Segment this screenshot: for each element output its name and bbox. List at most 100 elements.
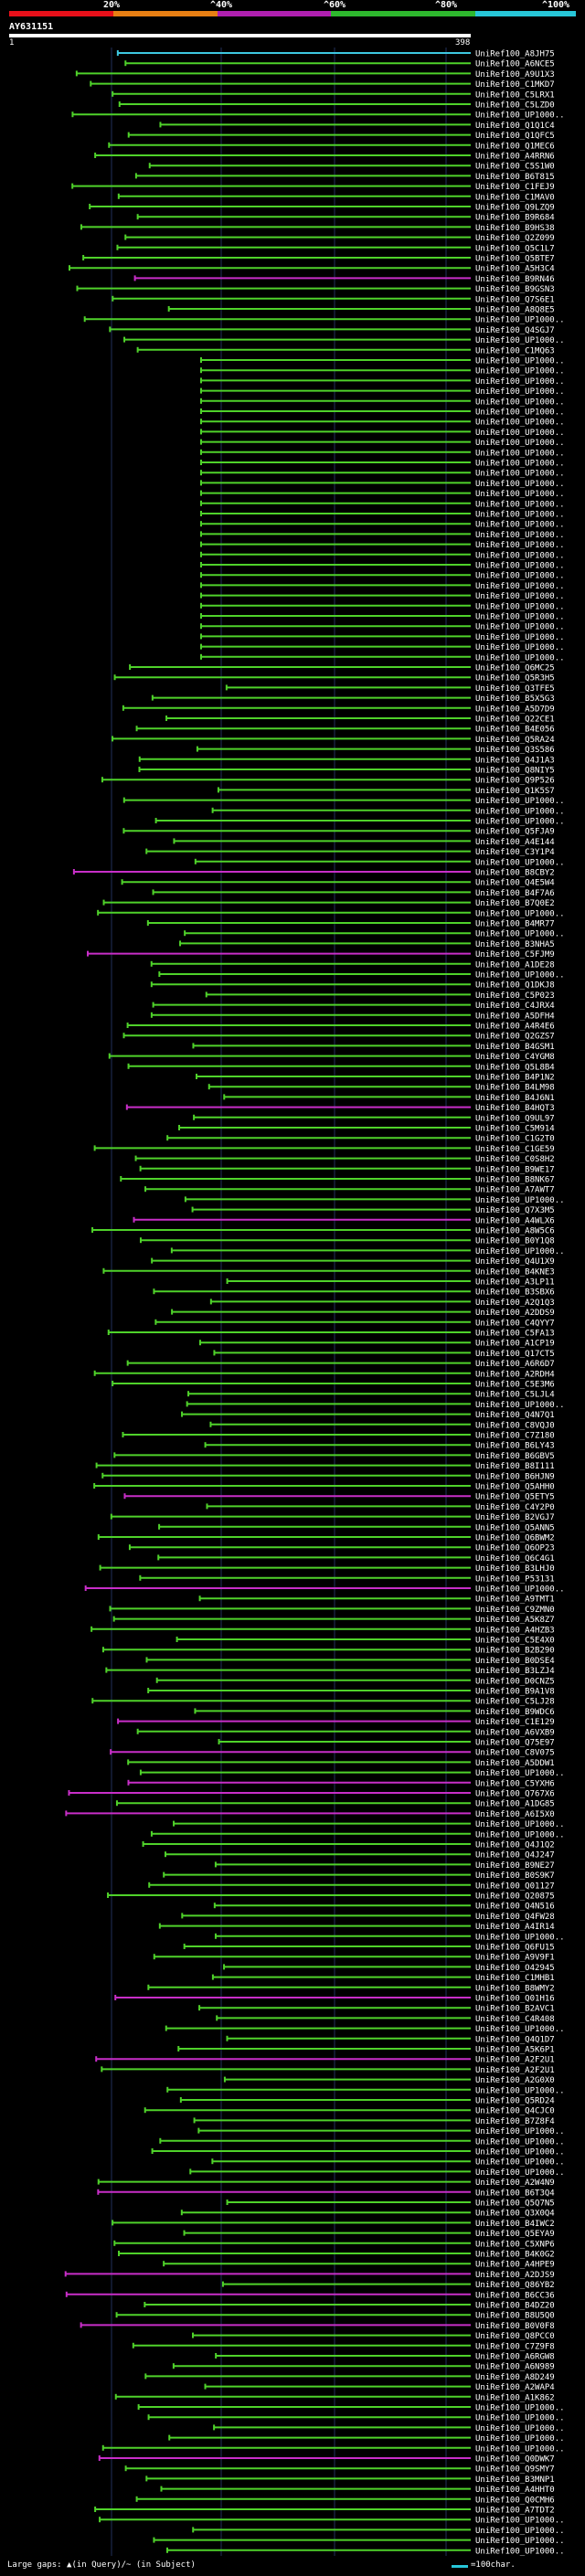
hit-label[interactable]: UniRef100_Q3S586 (475, 746, 555, 755)
hit-label[interactable]: UniRef100_UP1000.. (475, 460, 565, 469)
hit-label[interactable]: UniRef100_B6T815 (475, 173, 555, 182)
hit-label[interactable]: UniRef100_A4WLX6 (475, 1216, 555, 1225)
hit-label[interactable]: UniRef100_UP1000.. (475, 2168, 565, 2178)
hit-label[interactable]: UniRef100_A1CP19 (475, 1340, 555, 1349)
hit-label[interactable]: UniRef100_B0DSE4 (475, 1657, 555, 1666)
hit-label[interactable]: UniRef100_Q2Z099 (475, 234, 555, 243)
hit-label[interactable]: UniRef100_A2F2U1 (475, 2066, 555, 2075)
hit-label[interactable]: UniRef100_Q4U1X9 (475, 1257, 555, 1267)
hit-label[interactable]: UniRef100_A4HZB3 (475, 1626, 555, 1635)
hit-label[interactable]: UniRef100_UP1000.. (475, 500, 565, 509)
hit-label[interactable]: UniRef100_A9TMT1 (475, 1595, 555, 1605)
hit-label[interactable]: UniRef100_UP1000.. (475, 623, 565, 632)
hit-label[interactable]: UniRef100_C4R408 (475, 2015, 555, 2024)
hit-label[interactable]: UniRef100_UP1000.. (475, 511, 565, 520)
hit-label[interactable]: UniRef100_O42945 (475, 1964, 555, 1973)
hit-label[interactable]: UniRef100_Q9UL97 (475, 1114, 555, 1123)
hit-label[interactable]: UniRef100_C4Y2P0 (475, 1503, 555, 1512)
hit-label[interactable]: UniRef100_UP1000.. (475, 419, 565, 428)
hit-label[interactable]: UniRef100_UP1000.. (475, 408, 565, 418)
hit-label[interactable]: UniRef100_UP1000.. (475, 930, 565, 939)
hit-label[interactable]: UniRef100_A5K8Z7 (475, 1616, 555, 1625)
hit-label[interactable]: UniRef100_UP1000.. (475, 1247, 565, 1256)
hit-label[interactable]: UniRef100_C5XNP6 (475, 2240, 555, 2249)
hit-label[interactable]: UniRef100_Q9P526 (475, 777, 555, 786)
hit-label[interactable]: UniRef100_Q6C4G1 (475, 1554, 555, 1564)
hit-label[interactable]: UniRef100_B3LHJ0 (475, 1564, 555, 1574)
hit-label[interactable]: UniRef100_A5DDW1 (475, 1759, 555, 1768)
hit-label[interactable]: UniRef100_C0S8H2 (475, 1155, 555, 1164)
hit-label[interactable]: UniRef100_B6T3Q4 (475, 2189, 555, 2198)
hit-label[interactable]: UniRef100_A9V9F1 (475, 1954, 555, 1963)
hit-label[interactable]: UniRef100_C5LJ28 (475, 1698, 555, 1707)
hit-label[interactable]: UniRef100_Q6MC25 (475, 664, 555, 673)
hit-label[interactable]: UniRef100_UP1000.. (475, 807, 565, 816)
hit-label[interactable]: UniRef100_Q8PCC0 (475, 2332, 555, 2341)
hit-label[interactable]: UniRef100_UP1000.. (475, 316, 565, 325)
hit-label[interactable]: UniRef100_UP1000.. (475, 633, 565, 642)
hit-label[interactable]: UniRef100_B3MNP1 (475, 2475, 555, 2485)
hit-label[interactable]: UniRef100_UP1000.. (475, 2527, 565, 2536)
hit-label[interactable]: UniRef100_Q4CJC0 (475, 2107, 555, 2116)
hit-label[interactable]: UniRef100_Q4J1A3 (475, 756, 555, 765)
hit-label[interactable]: UniRef100_A5K6P1 (475, 2046, 555, 2055)
hit-label[interactable]: UniRef100_A2DJS9 (475, 2271, 555, 2280)
hit-label[interactable]: UniRef100_C3Y1P4 (475, 848, 555, 857)
hit-label[interactable]: UniRef100_UP1000.. (475, 541, 565, 550)
hit-label[interactable]: UniRef100_Q767X6 (475, 1790, 555, 1799)
hit-label[interactable]: UniRef100_UP1000.. (475, 613, 565, 622)
hit-label[interactable]: UniRef100_UP1000.. (475, 367, 565, 376)
hit-label[interactable]: UniRef100_A8W5C6 (475, 1227, 555, 1236)
hit-label[interactable]: UniRef100_Q9LZQ9 (475, 204, 555, 213)
hit-label[interactable]: UniRef100_C1MQ63 (475, 346, 555, 355)
hit-label[interactable]: UniRef100_Q8NIY5 (475, 767, 555, 776)
hit-label[interactable]: UniRef100_UP1000.. (475, 377, 565, 387)
hit-label[interactable]: UniRef100_UP1000.. (475, 2137, 565, 2147)
hit-label[interactable]: UniRef100_Q1Q1C4 (475, 122, 555, 131)
hit-label[interactable]: UniRef100_C4QYY7 (475, 1319, 555, 1328)
hit-label[interactable]: UniRef100_UP1000.. (475, 111, 565, 121)
hit-label[interactable]: UniRef100_Q4N7Q1 (475, 1411, 555, 1420)
hit-label[interactable]: UniRef100_C5LRX1 (475, 90, 555, 100)
hit-label[interactable]: UniRef100_A1DG85 (475, 1800, 555, 1809)
hit-label[interactable]: UniRef100_UP1000.. (475, 1933, 565, 1942)
hit-label[interactable]: UniRef100_UP1000.. (475, 643, 565, 652)
hit-label[interactable]: UniRef100_B9WE17 (475, 1165, 555, 1174)
hit-label[interactable]: UniRef100_Q5EYA9 (475, 2230, 555, 2239)
hit-label[interactable]: UniRef100_B8CBY2 (475, 869, 555, 878)
hit-label[interactable]: UniRef100_Q6BWM2 (475, 1534, 555, 1543)
hit-label[interactable]: UniRef100_B4P1N2 (475, 1074, 555, 1083)
hit-label[interactable]: UniRef100_UP1000.. (475, 562, 565, 571)
hit-label[interactable]: UniRef100_A1K862 (475, 2393, 555, 2402)
hit-label[interactable]: UniRef100_Q0DWK7 (475, 2455, 555, 2465)
hit-label[interactable]: UniRef100_B4K0G2 (475, 2251, 555, 2260)
hit-label[interactable]: UniRef100_C8V075 (475, 1749, 555, 1758)
hit-label[interactable]: UniRef100_Q0CMH6 (475, 2496, 555, 2505)
hit-label[interactable]: UniRef100_A6VXB9 (475, 1728, 555, 1737)
hit-label[interactable]: UniRef100_Q4J1Q2 (475, 1841, 555, 1850)
hit-label[interactable]: UniRef100_B9NE27 (475, 1861, 555, 1871)
hit-label[interactable]: UniRef100_C5FA13 (475, 1330, 555, 1339)
hit-label[interactable]: UniRef100_B2AVC1 (475, 2005, 555, 2014)
hit-label[interactable]: UniRef100_B0Y1Q8 (475, 1237, 555, 1246)
hit-label[interactable]: UniRef100_Q1MEC6 (475, 142, 555, 151)
hit-label[interactable]: UniRef100_Q4Q1D7 (475, 2035, 555, 2044)
hit-label[interactable]: UniRef100_UP1000.. (475, 2547, 565, 2556)
hit-label[interactable]: UniRef100_Q3X0Q4 (475, 2210, 555, 2219)
hit-label[interactable]: UniRef100_UP1000.. (475, 2537, 565, 2546)
hit-label[interactable]: UniRef100_Q3TFE5 (475, 684, 555, 694)
hit-label[interactable]: UniRef100_B0S9K7 (475, 1871, 555, 1881)
hit-label[interactable]: UniRef100_UP1000.. (475, 592, 565, 601)
hit-label[interactable]: UniRef100_UP1000.. (475, 2158, 565, 2168)
hit-label[interactable]: UniRef100_UP1000.. (475, 572, 565, 581)
hit-label[interactable]: UniRef100_UP1000.. (475, 2127, 565, 2136)
hit-label[interactable]: UniRef100_UP1000.. (475, 2025, 565, 2034)
hit-label[interactable]: UniRef100_UP1000.. (475, 1820, 565, 1829)
hit-label[interactable]: UniRef100_A8JH75 (475, 50, 555, 59)
hit-label[interactable]: UniRef100_A8Q8E5 (475, 306, 555, 315)
hit-label[interactable]: UniRef100_Q2GZS7 (475, 1033, 555, 1042)
hit-label[interactable]: UniRef100_UP1000.. (475, 531, 565, 540)
hit-label[interactable]: UniRef100_UP1000.. (475, 449, 565, 458)
hit-label[interactable]: UniRef100_B5X5G3 (475, 694, 555, 704)
hit-label[interactable]: UniRef100_UP1000.. (475, 858, 565, 867)
